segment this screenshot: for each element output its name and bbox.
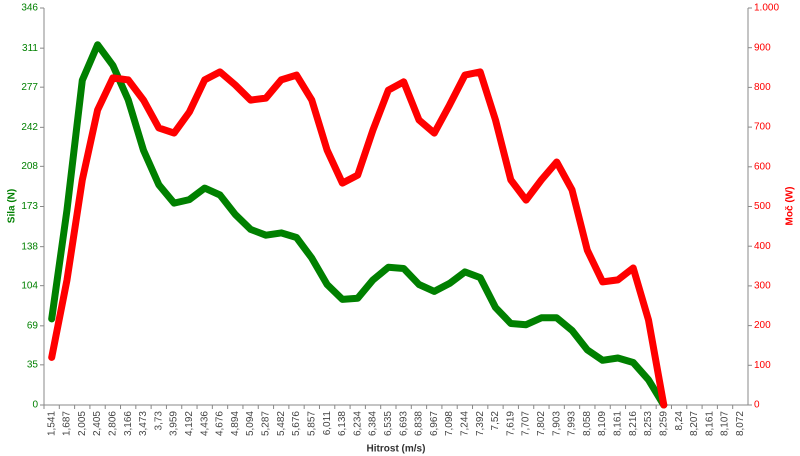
x-tick-label: 8,107 — [720, 411, 731, 436]
x-tick-label: 3,166 — [123, 411, 134, 436]
x-tick-label: 7,244 — [460, 411, 471, 436]
x-tick-label: 3,73 — [153, 411, 164, 431]
y2-tick-label: 800 — [754, 82, 771, 93]
x-tick-label: 5,676 — [291, 411, 302, 436]
y2-tick-label: 100 — [754, 360, 771, 371]
x-tick-label: 8,161 — [704, 411, 715, 436]
x-tick-label: 7,707 — [521, 411, 532, 436]
x-tick-label: 1,687 — [62, 411, 73, 436]
x-tick-label: 6,384 — [368, 411, 379, 436]
x-tick-label: 8,216 — [628, 411, 639, 436]
y-tick-label: 0 — [32, 400, 38, 411]
x-tick-label: 1,541 — [46, 411, 57, 436]
y2-tick-label: 900 — [754, 42, 771, 53]
x-tick-label: 4,436 — [199, 411, 210, 436]
x-tick-label: 7,52 — [490, 411, 501, 431]
x-tick-label: 5,482 — [276, 411, 287, 436]
x-tick-label: 7,802 — [536, 411, 547, 436]
x-tick-label: 4,894 — [230, 411, 241, 436]
line-series — [48, 41, 668, 409]
line-series — [48, 68, 668, 409]
y-tick-label: 277 — [21, 82, 38, 93]
y2-tick-label: 1.000 — [754, 3, 779, 14]
y2-tick-label: 500 — [754, 201, 771, 212]
x-tick-label: 8,24 — [674, 411, 685, 431]
y2-axis-title: Moč (W) — [785, 187, 796, 226]
x-tick-label: 8,161 — [613, 411, 624, 436]
x-tick-label: 6,967 — [429, 411, 440, 436]
y-tick-label: 311 — [22, 43, 38, 54]
y2-tick-label: 600 — [754, 161, 771, 172]
x-tick-label: 8,109 — [597, 411, 608, 436]
x-tick-label: 2,005 — [77, 411, 88, 436]
x-tick-label: 3,959 — [169, 411, 180, 436]
y-tick-label: 69 — [27, 320, 39, 331]
x-tick-label: 6,693 — [398, 411, 409, 436]
x-tick-label: 7,993 — [567, 411, 578, 436]
x-tick-label: 3,473 — [138, 411, 149, 436]
y2-tick-label: 300 — [754, 281, 771, 292]
y-tick-label: 208 — [21, 161, 38, 172]
y-tick-label: 173 — [21, 201, 38, 212]
x-tick-label: 7,903 — [551, 411, 562, 436]
x-axis-title: Hitrost (m/s) — [367, 444, 426, 455]
x-tick-label: 8,058 — [582, 411, 593, 436]
y-tick-label: 346 — [21, 3, 38, 14]
x-tick-label: 5,287 — [261, 411, 272, 436]
x-tick-label: 2,405 — [92, 411, 103, 436]
y-tick-label: 242 — [21, 122, 38, 133]
y-tick-label: 35 — [27, 359, 39, 370]
x-tick-label: 6,535 — [383, 411, 394, 436]
x-tick-label: 5,857 — [306, 411, 317, 436]
y-axis-title: Sila (N) — [7, 189, 18, 223]
x-tick-label: 7,619 — [505, 411, 516, 436]
y2-tick-label: 0 — [754, 400, 760, 411]
y2-tick-label: 700 — [754, 122, 771, 133]
x-tick-label: 4,676 — [215, 411, 226, 436]
x-tick-label: 6,138 — [337, 411, 348, 436]
x-tick-label: 6,838 — [414, 411, 425, 436]
x-tick-label: 8,253 — [643, 411, 654, 436]
y2-tick-label: 200 — [754, 320, 771, 331]
x-tick-label: 6,011 — [322, 411, 333, 436]
x-tick-label: 8,207 — [689, 411, 700, 436]
y-tick-label: 138 — [21, 241, 38, 252]
x-tick-label: 8,072 — [735, 411, 746, 436]
x-tick-label: 8,259 — [658, 411, 669, 436]
x-tick-label: 4,192 — [184, 411, 195, 436]
x-tick-label: 6,234 — [352, 411, 363, 436]
x-tick-label: 7,392 — [475, 411, 486, 436]
x-tick-label: 2,806 — [108, 411, 119, 436]
x-tick-label: 7,098 — [444, 411, 455, 436]
x-tick-label: 5,094 — [245, 411, 256, 436]
y-tick-label: 104 — [21, 280, 38, 291]
y2-tick-label: 400 — [754, 241, 771, 252]
